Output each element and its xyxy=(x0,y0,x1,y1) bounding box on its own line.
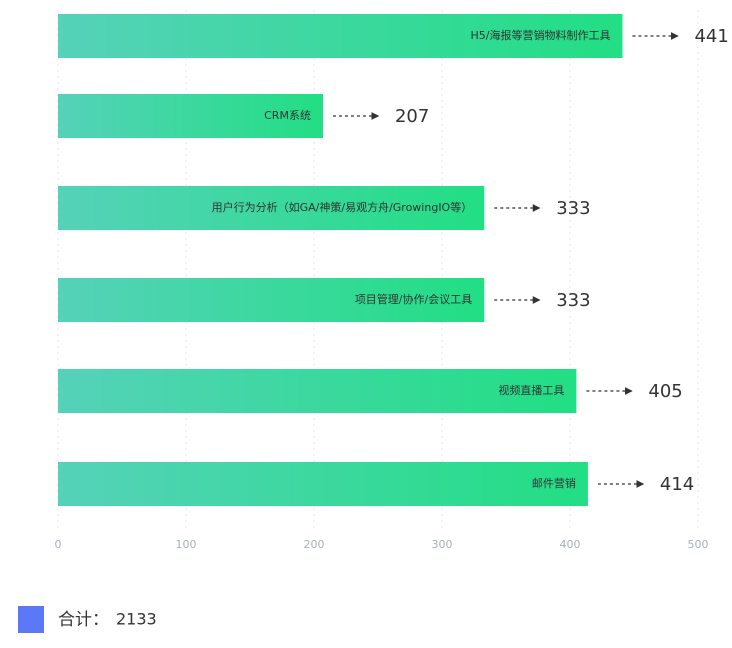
x-tick-label: 500 xyxy=(688,538,709,551)
value-label: 405 xyxy=(648,381,682,402)
legend-value: 2133 xyxy=(116,610,157,629)
x-tick-label: 400 xyxy=(560,538,581,551)
legend-swatch xyxy=(18,606,44,633)
legend-label: 合计： xyxy=(58,610,109,630)
x-tick-label: 200 xyxy=(304,538,325,551)
value-label: 333 xyxy=(556,198,590,219)
value-label: 333 xyxy=(556,290,590,311)
bar xyxy=(58,278,485,322)
value-label: 414 xyxy=(660,474,694,495)
category-label: 视频直播工具 xyxy=(498,383,564,397)
x-tick-label: 100 xyxy=(176,538,197,551)
bar xyxy=(58,369,577,413)
bar xyxy=(58,14,623,58)
bar xyxy=(58,186,485,230)
bar xyxy=(58,462,588,506)
value-label: 441 xyxy=(694,26,728,47)
x-tick-label: 300 xyxy=(432,538,453,551)
category-label: H5/海报等营销物料制作工具 xyxy=(470,28,610,42)
category-label: 用户行为分析（如GA/神策/易观方舟/GrowingIO等） xyxy=(212,200,473,214)
category-label: 邮件营销 xyxy=(532,476,576,490)
bar xyxy=(58,94,323,138)
category-label: CRM系统 xyxy=(264,109,311,122)
value-label: 207 xyxy=(395,106,429,127)
category-label: 项目管理/协作/会议工具 xyxy=(355,292,472,306)
x-tick-label: 0 xyxy=(55,538,62,551)
